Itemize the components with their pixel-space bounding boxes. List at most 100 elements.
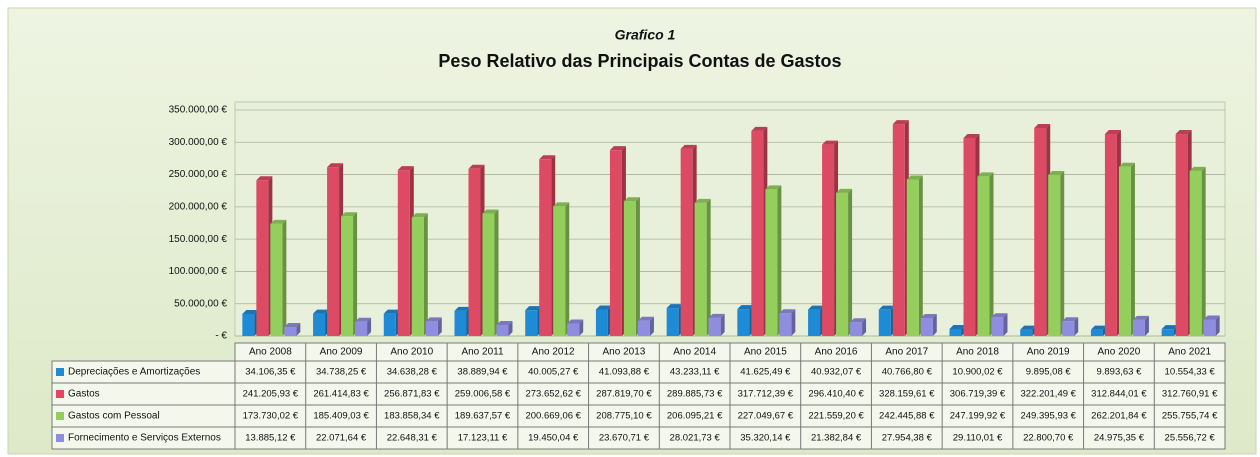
- x-tick-label: Ano 2018: [956, 347, 999, 358]
- bar-side: [353, 212, 358, 336]
- bar: [1161, 329, 1174, 336]
- table-cell: 247.199,92 €: [950, 411, 1006, 422]
- bar-top: [284, 323, 301, 328]
- bar: [751, 130, 764, 336]
- bar-top: [496, 320, 513, 325]
- bar: [1020, 329, 1033, 336]
- bar: [920, 317, 933, 336]
- bar: [1090, 329, 1103, 336]
- bar-side: [1074, 317, 1079, 336]
- y-tick-label: 150.000,00 €: [169, 234, 228, 245]
- y-tick-label: 250.000,00 €: [169, 169, 228, 180]
- bar: [1203, 319, 1216, 336]
- table-cell: 24.975,35 €: [1094, 433, 1145, 444]
- table-cell: 41.625,49 €: [740, 367, 791, 378]
- bar-top: [977, 172, 994, 177]
- bar-top: [963, 133, 980, 138]
- table-cell: 255.755,74 €: [1162, 411, 1218, 422]
- bar-top: [355, 317, 372, 322]
- x-tick-label: Ano 2010: [390, 347, 433, 358]
- y-tick-label: 200.000,00 €: [169, 201, 228, 212]
- bar-top: [1048, 170, 1065, 175]
- bar-top: [468, 164, 485, 169]
- bar-top: [1161, 325, 1178, 330]
- table-cell: 185.409,03 €: [313, 411, 369, 422]
- plot-wall: [234, 101, 1226, 337]
- bar: [623, 201, 636, 336]
- table-cell: 22.648,31 €: [387, 433, 438, 444]
- bar-side: [367, 317, 372, 336]
- bar-top: [1132, 315, 1149, 320]
- bar-top: [327, 163, 344, 168]
- bar-top: [1203, 315, 1220, 320]
- legend-label: Gastos com Pessoal: [68, 411, 160, 422]
- bar-side: [649, 316, 654, 336]
- chart-title: Peso Relativo das Principais Contas de G…: [438, 51, 841, 71]
- bar-top: [525, 306, 542, 311]
- bar: [637, 320, 650, 336]
- x-tick-label: Ano 2019: [1027, 347, 1070, 358]
- bar-side: [565, 202, 570, 336]
- bar: [270, 223, 283, 336]
- bar-side: [282, 219, 287, 336]
- table-cell: 22.800,70 €: [1023, 433, 1074, 444]
- bar-top: [850, 318, 867, 323]
- bar: [708, 317, 721, 336]
- table-cell: 173.730,02 €: [243, 411, 299, 422]
- bar-side: [932, 313, 937, 336]
- table-cell: 21.382,84 €: [811, 433, 862, 444]
- y-tick-label: 350.000,00 €: [169, 105, 228, 116]
- bar-side: [1003, 313, 1008, 336]
- bar: [991, 317, 1004, 336]
- bar: [341, 216, 354, 336]
- table-cell: 296.410,40 €: [808, 389, 864, 400]
- bar: [609, 150, 622, 336]
- bar: [1175, 134, 1188, 336]
- table-cell: 183.858,34 €: [384, 411, 440, 422]
- bar-top: [751, 126, 768, 131]
- bar: [496, 324, 509, 336]
- x-tick-label: Ano 2011: [461, 347, 504, 358]
- bar-top: [454, 306, 471, 311]
- x-tick-label: Ano 2014: [673, 347, 716, 358]
- bar-top: [270, 219, 287, 224]
- bar-top: [609, 146, 626, 151]
- bar: [313, 313, 326, 336]
- bar: [892, 124, 905, 336]
- bar: [1062, 321, 1075, 336]
- bar-side: [494, 209, 499, 336]
- bar-top: [397, 166, 414, 171]
- table-cell: 34.638,28 €: [387, 367, 438, 378]
- table-cell: 241.205,93 €: [243, 389, 299, 400]
- table-cell: 40.932,07 €: [811, 367, 862, 378]
- bar: [595, 309, 608, 336]
- bar-top: [553, 202, 570, 207]
- bar-top: [737, 305, 754, 310]
- legend-swatch: [56, 368, 64, 376]
- table-cell: 189.637,57 €: [455, 411, 511, 422]
- bar-top: [425, 317, 442, 322]
- table-cell: 35.320,14 €: [740, 433, 791, 444]
- table-cell: 256.871,83 €: [384, 389, 440, 400]
- table-cell: 262.201,84 €: [1091, 411, 1147, 422]
- table-cell: 23.670,71 €: [599, 433, 650, 444]
- table-cell: 289.885,73 €: [667, 389, 723, 400]
- table-cell: 322.201,49 €: [1020, 389, 1076, 400]
- table-cell: 287.819,70 €: [596, 389, 652, 400]
- bar-top: [1189, 166, 1206, 171]
- bar: [567, 323, 580, 336]
- bar-top: [822, 140, 839, 145]
- bar: [977, 176, 990, 336]
- bar-top: [623, 197, 640, 202]
- table-cell: 41.093,88 €: [599, 367, 650, 378]
- bar-top: [256, 176, 273, 181]
- bar: [383, 313, 396, 336]
- bar-top: [1034, 123, 1051, 128]
- bar: [808, 309, 821, 336]
- bar-side: [296, 323, 301, 336]
- table-cell: 227.049,67 €: [738, 411, 794, 422]
- table-cell: 306.719,39 €: [950, 389, 1006, 400]
- bar-top: [991, 313, 1008, 318]
- bar: [850, 322, 863, 336]
- bar: [468, 168, 481, 336]
